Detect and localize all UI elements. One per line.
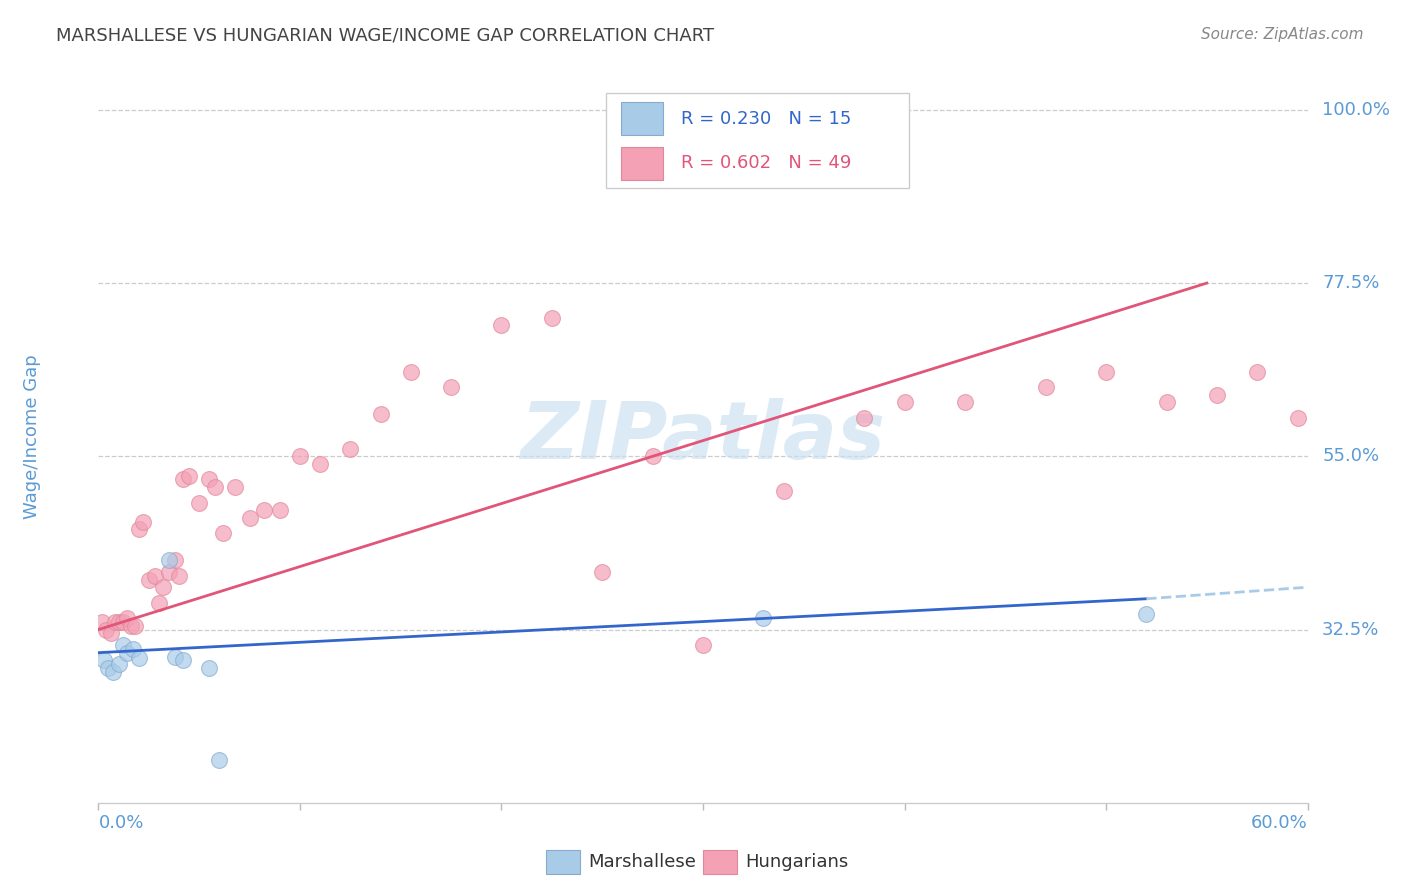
Point xyxy=(111,638,134,652)
Text: 32.5%: 32.5% xyxy=(1322,621,1379,639)
Text: R = 0.602   N = 49: R = 0.602 N = 49 xyxy=(682,154,852,172)
Point xyxy=(120,618,142,632)
Point xyxy=(115,646,138,660)
Text: R = 0.230   N = 15: R = 0.230 N = 15 xyxy=(682,110,852,128)
FancyBboxPatch shape xyxy=(606,94,908,188)
Point xyxy=(641,450,664,464)
Text: 100.0%: 100.0% xyxy=(1322,101,1391,119)
Point xyxy=(115,611,138,625)
Point xyxy=(152,580,174,594)
Text: 60.0%: 60.0% xyxy=(1251,814,1308,832)
Text: Wage/Income Gap: Wage/Income Gap xyxy=(22,355,41,519)
Text: 77.5%: 77.5% xyxy=(1322,274,1379,292)
Point xyxy=(100,626,122,640)
Point xyxy=(188,495,211,509)
Point xyxy=(93,653,115,667)
Point xyxy=(198,472,221,486)
Point xyxy=(224,480,246,494)
Point xyxy=(132,515,155,529)
FancyBboxPatch shape xyxy=(703,850,737,874)
Point xyxy=(893,395,915,409)
Point xyxy=(97,661,120,675)
Point xyxy=(101,665,124,679)
Point xyxy=(172,653,194,667)
Text: Marshallese: Marshallese xyxy=(588,853,696,871)
Point xyxy=(752,611,775,625)
Point xyxy=(172,472,194,486)
Text: 55.0%: 55.0% xyxy=(1322,447,1379,466)
Point xyxy=(288,450,311,464)
Point xyxy=(491,318,513,333)
Point xyxy=(253,503,276,517)
Text: ZIPatlas: ZIPatlas xyxy=(520,398,886,476)
Point xyxy=(1156,395,1178,409)
Point xyxy=(148,596,170,610)
Point xyxy=(179,468,201,483)
Point xyxy=(163,553,186,567)
Point xyxy=(128,651,150,665)
Point xyxy=(1035,380,1057,394)
Text: MARSHALLESE VS HUNGARIAN WAGE/INCOME GAP CORRELATION CHART: MARSHALLESE VS HUNGARIAN WAGE/INCOME GAP… xyxy=(56,27,714,45)
Point xyxy=(370,407,392,421)
Text: 0.0%: 0.0% xyxy=(98,814,143,832)
Point xyxy=(138,573,160,587)
Point xyxy=(107,615,129,629)
Point xyxy=(167,568,190,582)
Point xyxy=(212,526,235,541)
Point xyxy=(163,649,186,664)
Point xyxy=(91,615,114,629)
Text: Hungarians: Hungarians xyxy=(745,853,849,871)
Point xyxy=(157,553,180,567)
FancyBboxPatch shape xyxy=(546,850,579,874)
Point xyxy=(540,310,562,325)
FancyBboxPatch shape xyxy=(621,102,664,135)
Point xyxy=(772,483,794,498)
Point xyxy=(339,442,361,456)
Text: Source: ZipAtlas.com: Source: ZipAtlas.com xyxy=(1201,27,1364,42)
FancyBboxPatch shape xyxy=(621,146,664,179)
Point xyxy=(269,503,291,517)
Point xyxy=(1246,365,1268,379)
Point xyxy=(111,615,134,629)
Point xyxy=(128,523,150,537)
Point xyxy=(157,565,180,579)
Point xyxy=(239,511,262,525)
Point xyxy=(1286,410,1309,425)
Point xyxy=(124,618,146,632)
Point xyxy=(1206,388,1229,402)
Point xyxy=(1095,365,1118,379)
Point xyxy=(107,657,129,672)
Point xyxy=(121,641,143,656)
Point xyxy=(1135,607,1157,622)
Point xyxy=(143,568,166,582)
Point xyxy=(591,565,613,579)
Point xyxy=(853,410,876,425)
Point xyxy=(204,480,226,494)
Point xyxy=(198,661,221,675)
Point xyxy=(399,365,422,379)
Point xyxy=(96,623,118,637)
Point xyxy=(692,638,714,652)
Point xyxy=(103,615,125,629)
Point xyxy=(309,457,332,471)
Point xyxy=(953,395,976,409)
Point xyxy=(440,380,463,394)
Point xyxy=(208,754,231,768)
